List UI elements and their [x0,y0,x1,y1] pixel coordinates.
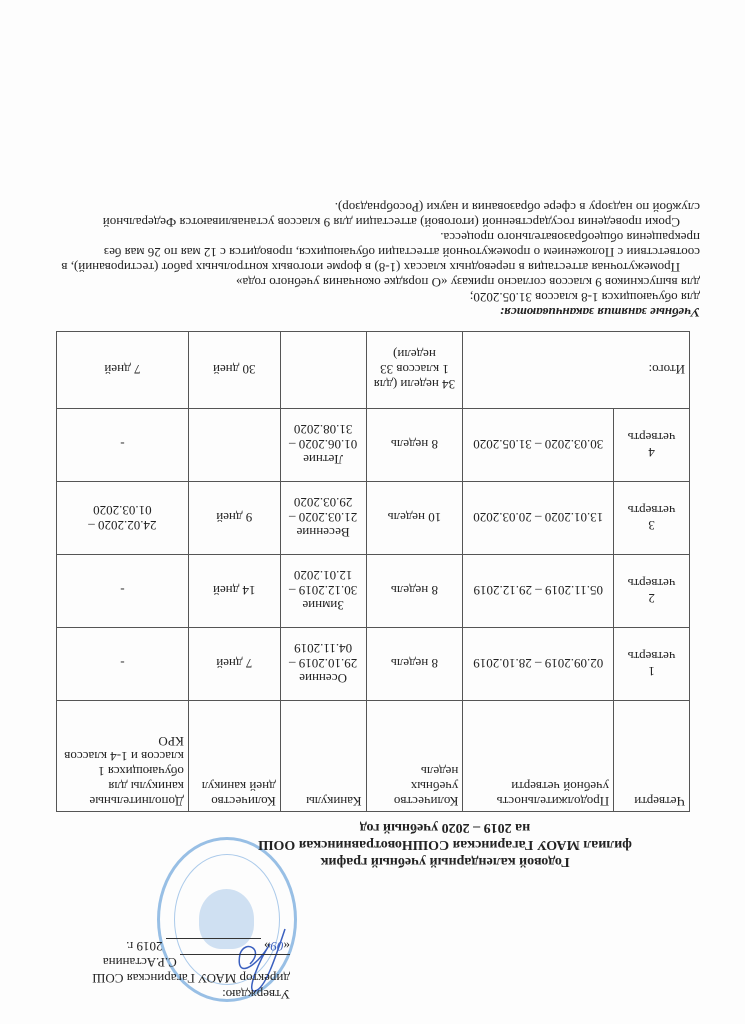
approval-position: директор МАОУ Гагаринская СОШ [92,971,290,986]
days-cell: 9 дней [188,481,281,555]
duration-cell: 13.01.2020 – 20.03.2020 [462,481,614,555]
extra-cell: - [56,554,189,628]
total-weeks: 34 недели (для 1 классов 33 недели) [366,331,463,409]
title-line-2: филиал МАОУ Гагаринская СОШНовотравнинск… [258,837,632,852]
notes-heading: Учебные занятия заканчиваются: [499,305,700,320]
total-extra: 7 дней [56,331,189,409]
notes-paragraph-2: Сроки проведения государственной (итогов… [102,200,700,230]
duration-cell: 02.09.2019 – 28.10.2019 [462,627,614,701]
quarter-cell: 4 четверть [613,408,690,482]
signature [238,928,286,992]
schedule-table: Четверти Продолжительность учебной четве… [56,331,690,812]
notes-line-2: для выпускников 9 классов согласно прика… [236,275,700,290]
table-header-row: Четверти Продолжительность учебной четве… [56,700,690,812]
total-row: Итого: 34 недели (для 1 классов 33 недел… [56,331,690,409]
holiday-cell: Осенние 29.10.2019 – 04.11.2019 [280,627,367,701]
total-label: Итого: [462,331,690,409]
extra-cell: - [56,627,189,701]
approval-year: 2019 г. [126,939,163,954]
weeks-cell: 10 недель [366,481,463,555]
weeks-cell: 8 недель [366,554,463,628]
approval-day: 09 [270,939,284,954]
days-cell: 14 дней [188,554,281,628]
header-extra-holidays: Дополнительные каникулы для обучающихся … [56,700,189,812]
document-title: Годовой календарный учебный график филиа… [235,819,655,870]
duration-cell: 30.03.2020 – 31.05.2020 [462,408,614,482]
date-close: » [264,939,271,954]
weeks-cell: 8 недель [366,627,463,701]
header-weeks: Количество учебных недель [366,700,463,812]
title-line-3: на 2019 – 2020 учебный год [359,820,531,835]
extra-cell: 24.02.2020 – 01.03.2020 [56,481,189,555]
extra-cell: - [56,408,189,482]
notes-section: Учебные занятия заканчиваются: для обуча… [60,200,700,320]
days-cell [188,408,281,482]
header-duration: Продолжительность учебной четверти [462,700,614,812]
header-holidays: Каникулы [280,700,367,812]
table-row: 4 четверть 30.03.2020 – 31.05.2020 8 неде… [56,408,690,482]
holiday-cell: Весенние 21.03.2020 – 29.03.2020 [280,481,367,555]
total-holidays [280,331,367,409]
duration-cell: 05.11.2019 – 29.12.2019 [462,554,614,628]
header-holiday-days: Количество дней каникул [188,700,281,812]
holiday-cell: Зимние 30.12.2019 – 12.01.2020 [280,554,367,628]
notes-line-1: для обучающихся 1-8 классов 31.05.2020; [469,290,700,305]
date-open: « [283,939,291,954]
header-quarters: Четверти [613,700,690,812]
holiday-cell: Летние 01.06.2020 – 31.08.2020 [280,408,367,482]
table-row: 3 четверть 13.01.2020 – 20.03.2020 10 нед… [56,481,690,555]
title-line-1: Годовой календарный учебный график [320,854,570,869]
approval-block: Утверждаю: директор МАОУ Гагаринская СОШ… [20,938,290,1002]
days-cell: 7 дней [188,627,281,701]
table-row: 1 четверть 02.09.2019 – 28.10.2019 8 неде… [56,627,690,701]
quarter-cell: 3 четверть [613,481,690,555]
table-row: 2 четверть 05.11.2019 – 29.12.2019 8 неде… [56,554,690,628]
notes-paragraph-1: Промежуточная аттестация в переводных кл… [61,230,700,275]
approval-label: Утверждаю: [222,987,290,1002]
quarter-cell: 1 четверть [613,627,690,701]
quarter-cell: 2 четверть [613,554,690,628]
weeks-cell: 8 недель [366,408,463,482]
approver-name: С.Р.Астанина [102,955,177,970]
total-days: 30 дней [188,331,281,409]
